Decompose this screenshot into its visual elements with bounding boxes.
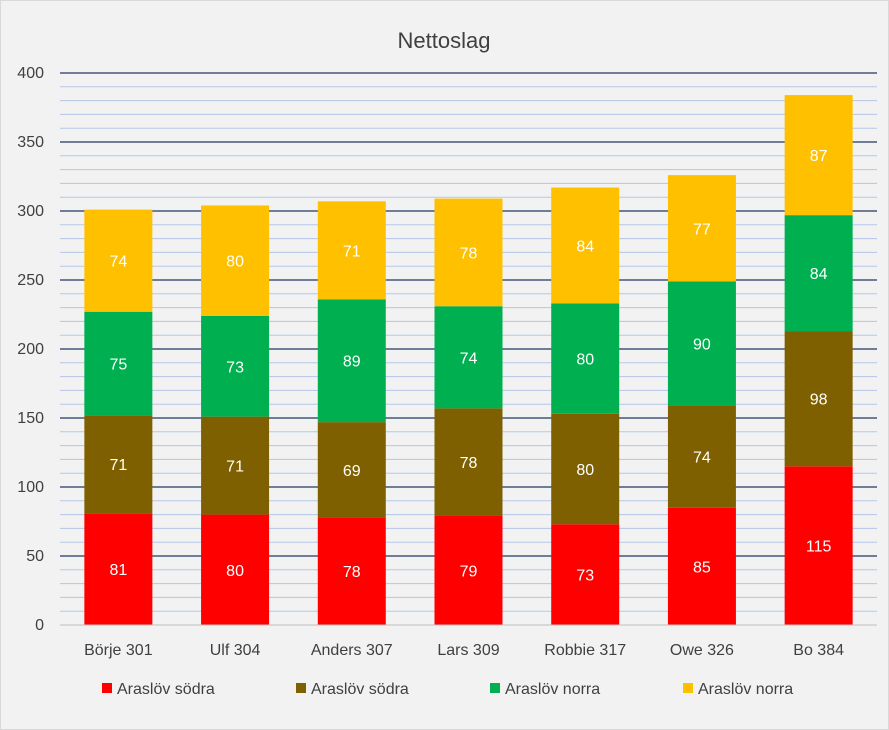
category-label: Ulf 304 [210,642,261,659]
bar-segment [667,175,736,282]
legend-swatch [683,683,693,693]
axis-layer: 0 50 100 150 200 250 300 350 400 Börje 301 Ulf 304… [17,65,877,659]
bar-segment [317,201,386,300]
y-tick-label: 0 [35,617,44,634]
legend-swatch [296,683,306,693]
data-label: 78 [460,455,478,472]
bar-segment [317,422,386,518]
category-label: Owe 326 [670,642,734,659]
bar-segment [201,315,270,417]
y-tick-label: 50 [26,548,44,565]
data-label: 85 [693,559,711,576]
category-label: Börje 301 [84,642,153,659]
legend-swatch [490,683,500,693]
bar-segment [201,514,270,625]
data-label: 74 [460,350,478,367]
data-label: 80 [226,563,244,580]
bar-segment [551,413,620,525]
data-label: 71 [343,243,361,260]
data-label: 89 [343,354,361,371]
bar-segment [201,205,270,316]
chart-title: Nettoslag [398,28,491,53]
legend-label: Araslöv norra [505,681,600,698]
bar-segment [201,416,270,515]
bar-segment [84,415,153,514]
legend-label: Araslöv södra [117,681,215,698]
data-label: 98 [810,392,828,409]
legend-label: Araslöv norra [698,681,793,698]
data-label: 75 [109,356,127,373]
bar-segment [551,524,620,625]
data-label: 115 [806,539,832,556]
y-tick-label: 100 [17,479,44,496]
data-label: 80 [576,462,594,479]
data-label: 71 [226,459,244,476]
bar-segment [784,215,853,332]
data-label: 71 [109,457,127,474]
bar-segment [84,209,153,312]
bars-layer: 81 71 75 74 80 71 73 80 78 69 89 71 79 78 74 78 73 80 80 84… [84,95,853,625]
bar-segment [667,405,736,508]
legend: Araslöv södra Araslöv södra Araslöv norra A… [102,681,793,698]
y-tick-label: 200 [17,341,44,358]
y-tick-label: 300 [17,203,44,220]
data-label: 74 [109,254,127,271]
bar-segment [84,311,153,416]
data-label: 80 [576,352,594,369]
legend-swatch [102,683,112,693]
y-tick-label: 250 [17,272,44,289]
data-label: 78 [460,245,478,262]
data-label: 73 [576,568,594,585]
bar-segment [434,408,503,516]
data-label: 69 [343,463,361,480]
data-label: 90 [693,336,711,353]
bar-segment [551,303,620,414]
bar-segment [317,517,386,625]
y-tick-label: 350 [17,134,44,151]
bar-segment [784,331,853,467]
category-label: Lars 309 [437,642,499,659]
data-label: 73 [226,359,244,376]
bar-segment [667,507,736,625]
bar-segment [784,95,853,216]
data-label: 84 [810,266,828,283]
data-label: 84 [576,239,594,256]
bar-segment [84,513,153,625]
bar-segment [434,306,503,409]
legend-label: Araslöv södra [311,681,409,698]
y-tick-label: 150 [17,410,44,427]
bar-segment [434,515,503,625]
data-label: 79 [460,563,478,580]
category-label: Anders 307 [311,642,393,659]
data-label: 87 [810,148,828,165]
y-tick-label: 400 [17,65,44,82]
category-label: Bo 384 [793,642,844,659]
bar-segment [667,281,736,406]
data-label: 81 [109,562,127,579]
category-label: Robbie 317 [544,642,626,659]
bar-segment [784,466,853,625]
bar-segment [434,198,503,307]
bar-segment [551,187,620,304]
bar-segment [317,299,386,423]
data-label: 78 [343,564,361,581]
data-label: 74 [693,450,711,467]
data-label: 80 [226,254,244,271]
data-label: 77 [693,221,711,238]
